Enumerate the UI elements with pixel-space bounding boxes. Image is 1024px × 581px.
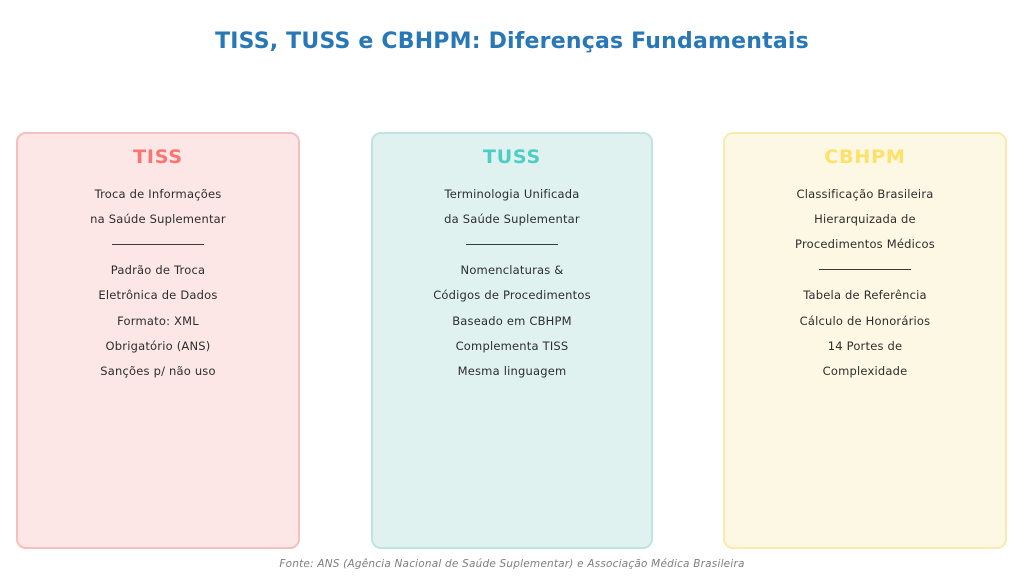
description-line: Terminologia Unificada bbox=[444, 186, 580, 201]
feature-line: Cálculo de Honorários bbox=[799, 313, 931, 328]
divider-line bbox=[112, 243, 204, 245]
card-title: TISS bbox=[133, 146, 183, 168]
feature-line: Tabela de Referência bbox=[803, 288, 927, 303]
feature-line: Eletrônica de Dados bbox=[98, 288, 218, 303]
card-body: Terminologia Unificada da Saúde Suplement… bbox=[373, 181, 651, 384]
card-cbhpm: CBHPM Classificação Brasileira Hierarquiz… bbox=[723, 132, 1007, 549]
comparison-cards: TISS Troca de Informações na Saúde Suplem… bbox=[0, 132, 1024, 549]
feature-line: 14 Portes de bbox=[827, 339, 903, 354]
divider-line bbox=[466, 243, 558, 245]
description-line: Hierarquizada de bbox=[814, 212, 916, 227]
feature-line: Complexidade bbox=[822, 364, 908, 379]
card-tiss: TISS Troca de Informações na Saúde Suplem… bbox=[16, 132, 300, 549]
feature-line: Padrão de Troca bbox=[110, 262, 206, 277]
divider-line bbox=[819, 269, 911, 271]
card-body: Classificação Brasileira Hierarquizada de… bbox=[725, 181, 1005, 384]
card-tuss: TUSS Terminologia Unificada da Saúde Supl… bbox=[371, 132, 653, 549]
card-body: Troca de Informações na Saúde Suplementar… bbox=[18, 181, 298, 384]
description-line: Procedimentos Médicos bbox=[795, 237, 935, 252]
description-line: Classificação Brasileira bbox=[796, 186, 934, 201]
feature-line: Formato: XML bbox=[117, 313, 199, 328]
page-title: TISS, TUSS e CBHPM: Diferenças Fundament… bbox=[215, 29, 809, 54]
feature-line: Nomenclaturas & bbox=[460, 262, 564, 277]
feature-line: Códigos de Procedimentos bbox=[433, 288, 591, 303]
feature-line: Baseado em CBHPM bbox=[452, 313, 572, 328]
feature-line: Sanções p/ não uso bbox=[100, 364, 216, 379]
card-title: TUSS bbox=[482, 146, 542, 168]
feature-line: Complementa TISS bbox=[455, 339, 569, 354]
source-note: Fonte: ANS (Agência Nacional de Saúde Su… bbox=[279, 558, 745, 570]
description-line: na Saúde Suplementar bbox=[90, 212, 226, 227]
description-line: Troca de Informações bbox=[94, 186, 222, 201]
feature-line: Mesma linguagem bbox=[457, 364, 567, 379]
feature-line: Obrigatório (ANS) bbox=[105, 339, 211, 354]
card-title: CBHPM bbox=[824, 146, 906, 168]
description-line: da Saúde Suplementar bbox=[444, 212, 580, 227]
